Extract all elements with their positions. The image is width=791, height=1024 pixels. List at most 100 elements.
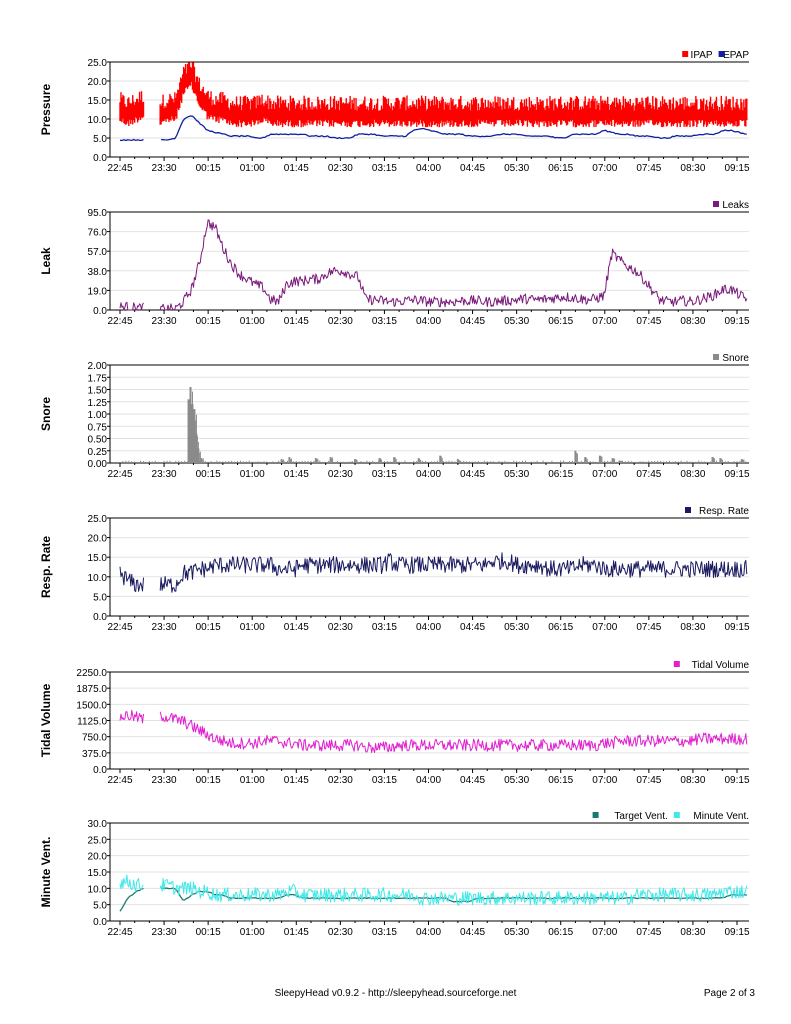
- x-tick-label: 22:45: [107, 163, 132, 174]
- legend-swatch: [685, 507, 691, 513]
- x-tick-label: 07:00: [592, 469, 617, 480]
- y-tick-label: 20.0: [88, 77, 108, 88]
- y-axis-title: Leak: [39, 247, 53, 275]
- y-tick-label: 1875.0: [76, 684, 107, 695]
- x-tick-label: 04:45: [460, 163, 485, 174]
- y-tick-label: 1.75: [88, 373, 108, 384]
- x-tick-label: 08:30: [680, 469, 705, 480]
- x-tick-label: 09:15: [724, 163, 749, 174]
- y-tick-label: 375.0: [82, 749, 107, 760]
- legend-swatch: [682, 51, 689, 57]
- chart-panel-2: 0.000.250.50 0.751.001.251.50 1.752.00 22:4…: [39, 353, 750, 480]
- legend-swatch: [673, 812, 680, 818]
- x-tick-label: 05:30: [504, 622, 529, 633]
- x-tick-label: 22:45: [107, 622, 132, 633]
- x-tick-label: 03:15: [372, 927, 397, 938]
- x-tick-label: 08:30: [680, 775, 705, 786]
- x-tick-label: 06:15: [548, 775, 573, 786]
- y-tick-label: 0.0: [93, 917, 107, 928]
- x-tick-label: 00:15: [196, 927, 221, 938]
- y-axis-title: Tidal Volume: [39, 683, 53, 757]
- x-tick-label: 02:30: [328, 775, 353, 786]
- x-tick-label: 23:30: [152, 927, 177, 938]
- x-tick-label: 04:00: [416, 469, 441, 480]
- x-tick-label: 01:45: [284, 316, 309, 327]
- x-tick-label: 04:00: [416, 775, 441, 786]
- x-tick-label: 00:15: [196, 163, 221, 174]
- y-tick-label: 15.0: [88, 868, 108, 879]
- y-tick-label: 2250.0: [76, 668, 107, 679]
- x-tick-label: 01:00: [240, 775, 265, 786]
- y-tick-label: 0.25: [88, 447, 108, 458]
- y-tick-label: 0.0: [93, 306, 107, 317]
- x-tick-label: 09:15: [724, 775, 749, 786]
- x-tick-label: 08:30: [680, 622, 705, 633]
- x-tick-label: 07:45: [636, 469, 661, 480]
- chart-panel-5: 0.0 5.0 10.0 15.0 20.0 25.0 30.0 22:45 23:30 00:1…: [39, 811, 750, 938]
- y-axis-title: Minute Vent.: [39, 837, 53, 908]
- x-tick-label: 05:30: [504, 163, 529, 174]
- x-tick-label: 00:15: [196, 469, 221, 480]
- x-tick-label: 02:30: [328, 163, 353, 174]
- x-tick-label: 02:30: [328, 622, 353, 633]
- x-tick-label: 07:00: [592, 316, 617, 327]
- y-tick-label: 57.0: [88, 247, 108, 258]
- y-tick-label: 30.0: [88, 819, 108, 830]
- x-tick-label: 07:45: [636, 775, 661, 786]
- y-tick-label: 15.0: [88, 96, 108, 107]
- x-tick-label: 04:00: [416, 622, 441, 633]
- legend-label: Resp. Rate: [699, 506, 749, 517]
- y-tick-label: 15.0: [88, 553, 108, 564]
- y-tick-label: 0.0: [93, 153, 107, 164]
- x-tick-label: 04:00: [416, 316, 441, 327]
- x-tick-label: 07:45: [636, 316, 661, 327]
- y-tick-label: 20.0: [88, 534, 108, 545]
- x-tick-label: 06:15: [548, 163, 573, 174]
- x-tick-label: 09:15: [724, 622, 749, 633]
- y-tick-label: 95.0: [88, 208, 108, 219]
- y-tick-label: 5.0: [93, 901, 107, 912]
- x-tick-label: 07:00: [592, 927, 617, 938]
- x-tick-label: 23:30: [152, 775, 177, 786]
- x-tick-label: 04:45: [460, 927, 485, 938]
- x-tick-label: 07:00: [592, 775, 617, 786]
- x-tick-label: 04:45: [460, 469, 485, 480]
- footer-app-info: SleepyHead v0.9.2 - http://sleepyhead.so…: [274, 988, 517, 999]
- y-tick-label: 20.0: [88, 852, 108, 863]
- x-tick-label: 04:45: [460, 622, 485, 633]
- x-tick-label: 00:15: [196, 622, 221, 633]
- x-tick-label: 00:15: [196, 775, 221, 786]
- x-tick-label: 22:45: [107, 316, 132, 327]
- x-tick-label: 03:15: [372, 163, 397, 174]
- y-tick-label: 5.0: [93, 134, 107, 145]
- y-tick-label: 76.0: [88, 228, 108, 239]
- x-tick-label: 07:45: [636, 163, 661, 174]
- x-tick-label: 01:45: [284, 469, 309, 480]
- x-tick-label: 04:00: [416, 927, 441, 938]
- x-tick-label: 06:15: [548, 316, 573, 327]
- legend-label: Minute Vent.: [693, 811, 749, 822]
- x-tick-label: 03:15: [372, 316, 397, 327]
- x-tick-label: 01:00: [240, 622, 265, 633]
- y-tick-label: 25.0: [88, 835, 108, 846]
- y-tick-label: 1.50: [88, 386, 108, 397]
- x-tick-label: 05:30: [504, 469, 529, 480]
- x-tick-label: 07:00: [592, 163, 617, 174]
- x-tick-label: 04:00: [416, 163, 441, 174]
- legend-swatch: [713, 201, 719, 207]
- y-tick-label: 0.0: [93, 765, 107, 776]
- x-tick-label: 04:45: [460, 775, 485, 786]
- legend-label: Snore: [722, 353, 749, 364]
- x-tick-label: 23:30: [152, 163, 177, 174]
- legend-label: Leaks: [722, 200, 749, 211]
- x-tick-label: 02:30: [328, 927, 353, 938]
- x-tick-label: 01:45: [284, 163, 309, 174]
- y-tick-label: 0.00: [88, 459, 108, 470]
- x-tick-label: 01:45: [284, 622, 309, 633]
- legend-swatch: [592, 812, 599, 818]
- x-tick-label: 23:30: [152, 316, 177, 327]
- x-tick-label: 05:30: [504, 316, 529, 327]
- x-tick-label: 06:15: [548, 469, 573, 480]
- x-tick-label: 01:00: [240, 316, 265, 327]
